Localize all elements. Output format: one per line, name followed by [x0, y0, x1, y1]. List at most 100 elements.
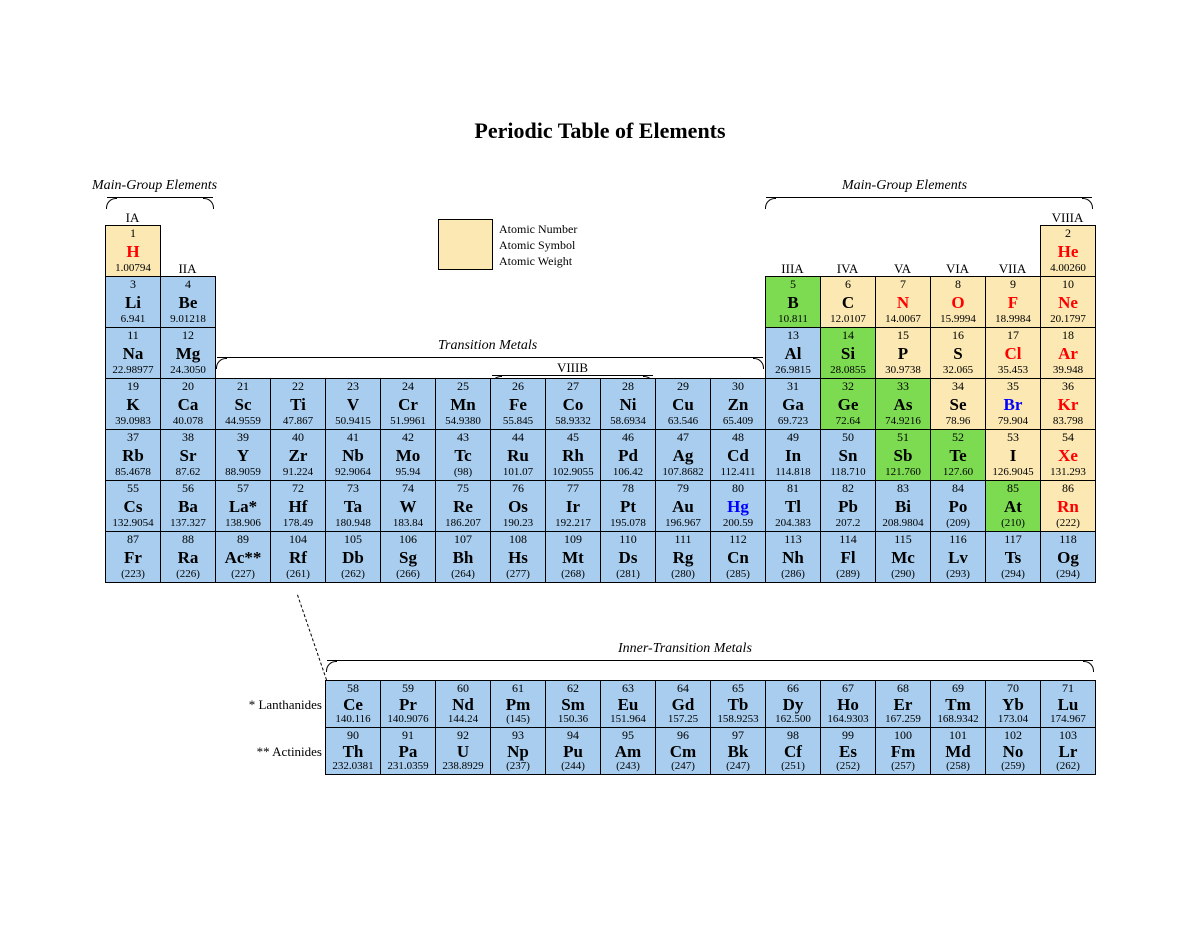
atomic-number: 86: [1041, 482, 1095, 495]
atomic-number: 108: [491, 533, 545, 546]
element-cell: 21Sc44.9559: [215, 378, 271, 430]
atomic-symbol: Tl: [766, 498, 820, 516]
element-cell: 69Tm168.9342: [930, 680, 986, 728]
atomic-weight: 15.9994: [931, 314, 985, 326]
element-cell: 75Re186.207: [435, 480, 491, 532]
atomic-weight: 58.9332: [546, 416, 600, 428]
element-cell: 99Es(252): [820, 727, 876, 775]
element-cell: 14Si28.0855: [820, 327, 876, 379]
element-cell: 102No(259): [985, 727, 1041, 775]
atomic-number: 43: [436, 431, 490, 444]
atomic-weight: 51.9961: [381, 416, 435, 428]
atomic-number: 12: [161, 329, 215, 342]
legend: [438, 219, 493, 270]
atomic-number: 78: [601, 482, 655, 495]
atomic-number: 55: [106, 482, 160, 495]
element-cell: 5B10.811: [765, 276, 821, 328]
brace-inner: [327, 660, 1093, 661]
atomic-symbol: Eu: [601, 696, 655, 714]
element-cell: 87Fr(223): [105, 531, 161, 583]
atomic-number: 69: [931, 682, 985, 695]
atomic-symbol: Hs: [491, 549, 545, 567]
atomic-symbol: Nh: [766, 549, 820, 567]
atomic-weight: 14.0067: [876, 314, 930, 326]
legend-label: Atomic Number: [499, 221, 577, 237]
atomic-weight: 150.36: [546, 714, 600, 726]
atomic-weight: 50.9415: [326, 416, 380, 428]
atomic-weight: 28.0855: [821, 365, 875, 377]
element-cell: 89Ac**(227): [215, 531, 271, 583]
atomic-symbol: Pa: [381, 743, 435, 761]
atomic-symbol: Bi: [876, 498, 930, 516]
atomic-number: 1: [106, 227, 160, 240]
element-cell: 117Ts(294): [985, 531, 1041, 583]
atomic-symbol: I: [986, 447, 1040, 465]
atomic-number: 63: [601, 682, 655, 695]
element-cell: 71Lu174.967: [1040, 680, 1096, 728]
atomic-symbol: Dy: [766, 696, 820, 714]
atomic-symbol: Ga: [766, 396, 820, 414]
atomic-symbol: Sr: [161, 447, 215, 465]
atomic-weight: 192.217: [546, 518, 600, 530]
atomic-number: 82: [821, 482, 875, 495]
atomic-number: 20: [161, 380, 215, 393]
atomic-symbol: Te: [931, 447, 985, 465]
atomic-symbol: Og: [1041, 549, 1095, 567]
atomic-number: 103: [1041, 729, 1095, 742]
atomic-symbol: Am: [601, 743, 655, 761]
atomic-weight: 157.25: [656, 714, 710, 726]
element-cell: 90Th232.0381: [325, 727, 381, 775]
atomic-weight: 4.00260: [1041, 263, 1095, 275]
atomic-number: 90: [326, 729, 380, 742]
atomic-weight: 158.9253: [711, 714, 765, 726]
atomic-symbol: Ag: [656, 447, 710, 465]
atomic-number: 15: [876, 329, 930, 342]
atomic-number: 16: [931, 329, 985, 342]
atomic-symbol: Co: [546, 396, 600, 414]
atomic-symbol: Pb: [821, 498, 875, 516]
atomic-number: 31: [766, 380, 820, 393]
atomic-number: 110: [601, 533, 655, 546]
atomic-weight: 91.224: [271, 467, 325, 479]
atomic-number: 113: [766, 533, 820, 546]
atomic-number: 51: [876, 431, 930, 444]
atomic-number: 87: [106, 533, 160, 546]
element-cell: 111Rg(280): [655, 531, 711, 583]
atomic-symbol: B: [766, 294, 820, 312]
atomic-symbol: Po: [931, 498, 985, 516]
atomic-number: 93: [491, 729, 545, 742]
atomic-weight: (264): [436, 569, 490, 581]
atomic-symbol: Cs: [106, 498, 160, 516]
atomic-weight: (285): [711, 569, 765, 581]
atomic-weight: (209): [931, 518, 985, 530]
atomic-symbol: Li: [106, 294, 160, 312]
atomic-weight: 63.546: [656, 416, 710, 428]
atomic-weight: 151.964: [601, 714, 655, 726]
element-cell: 32Ge72.64: [820, 378, 876, 430]
row-label: ** Actinides: [0, 744, 322, 760]
atomic-number: 61: [491, 682, 545, 695]
atomic-weight: 9.01218: [161, 314, 215, 326]
atomic-weight: (222): [1041, 518, 1095, 530]
element-cell: 40Zr91.224: [270, 429, 326, 481]
atomic-symbol: Bk: [711, 743, 765, 761]
atomic-weight: (289): [821, 569, 875, 581]
atomic-weight: 112.411: [711, 467, 765, 479]
atomic-symbol: Ba: [161, 498, 215, 516]
atomic-symbol: Ta: [326, 498, 380, 516]
element-cell: 49In114.818: [765, 429, 821, 481]
atomic-symbol: Si: [821, 345, 875, 363]
atomic-weight: (247): [656, 761, 710, 773]
element-cell: 51Sb121.760: [875, 429, 931, 481]
atomic-weight: 200.59: [711, 518, 765, 530]
atomic-symbol: F: [986, 294, 1040, 312]
atomic-weight: 24.3050: [161, 365, 215, 377]
atomic-weight: (247): [711, 761, 765, 773]
atomic-weight: 47.867: [271, 416, 325, 428]
element-cell: 2He4.00260: [1040, 225, 1096, 277]
atomic-number: 53: [986, 431, 1040, 444]
element-cell: 39Y88.9059: [215, 429, 271, 481]
atomic-number: 88: [161, 533, 215, 546]
atomic-symbol: Rf: [271, 549, 325, 567]
element-cell: 64Gd157.25: [655, 680, 711, 728]
